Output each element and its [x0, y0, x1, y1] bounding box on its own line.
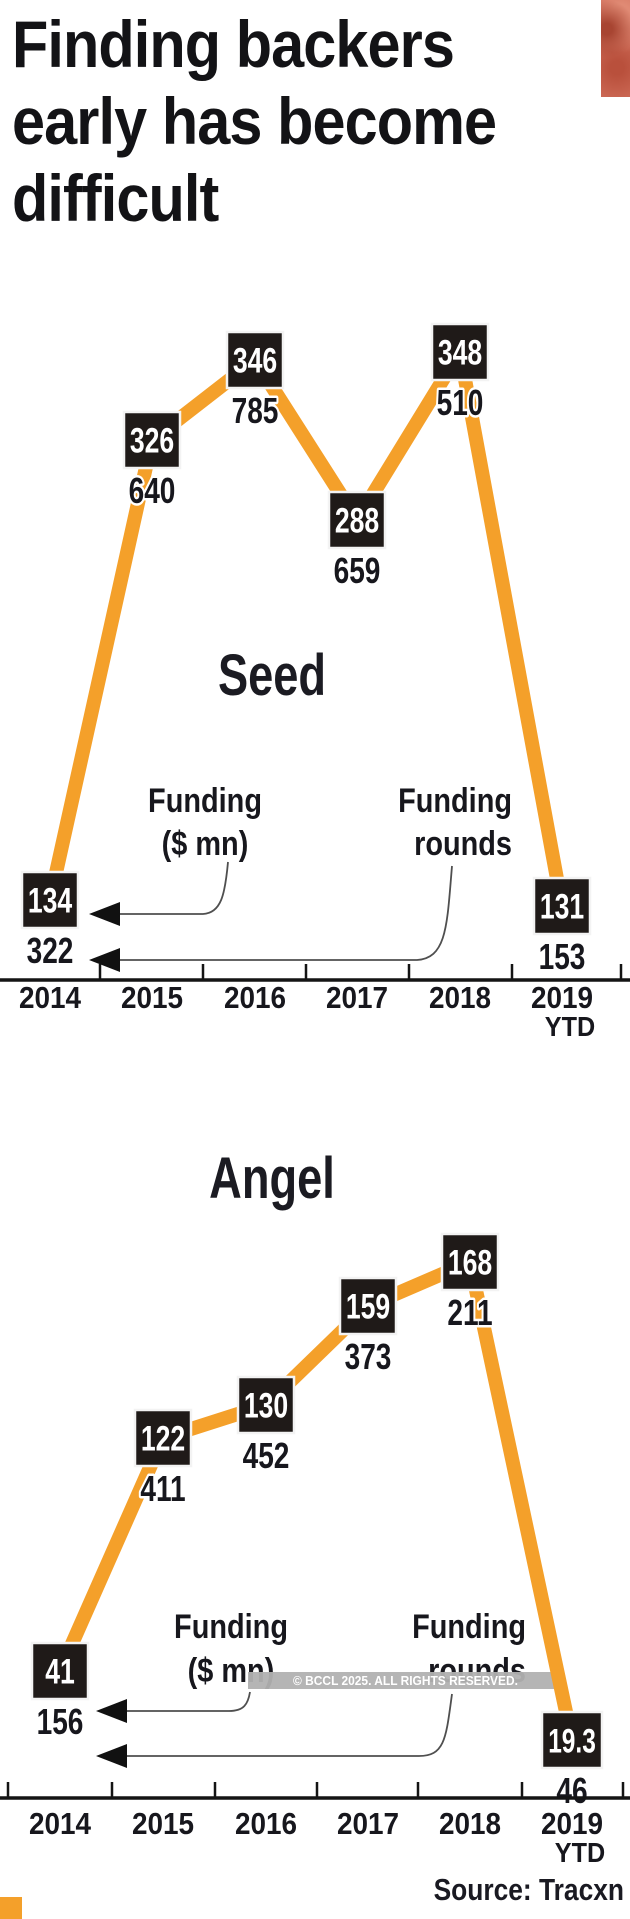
rounds-value: 46: [556, 1771, 587, 1811]
arrowhead-left-icon: [89, 948, 120, 972]
legend-funding-label: Funding: [148, 781, 262, 820]
funding-value: 134: [28, 881, 73, 920]
year-label: 2018: [439, 1807, 501, 1842]
rounds-value: 785: [232, 391, 279, 431]
rounds-arrow: [127, 1693, 453, 1757]
photo-thumbnail-corner: [601, 0, 630, 97]
legend-funding-label: ($ mn): [162, 824, 249, 863]
funding-value-box: [122, 410, 182, 470]
funding-value: 122: [141, 1419, 185, 1458]
title-line-3: difficult: [12, 161, 219, 235]
funding-value-box: [225, 330, 285, 390]
rounds-value: 452: [243, 1436, 290, 1476]
title-line-2: early has become: [12, 84, 497, 158]
year-label: 2015: [121, 981, 183, 1016]
arrowhead-left-icon: [96, 1744, 127, 1768]
year-label: 2017: [326, 981, 388, 1016]
funding-line: [53, 1252, 579, 1742]
rounds-value: 156: [37, 1702, 84, 1742]
source-credit: Source: Tracxn: [433, 1872, 624, 1907]
funding-value-box: [20, 870, 80, 930]
funding-arrow: [127, 1691, 251, 1712]
rounds-arrow: [120, 865, 453, 961]
rounds-value: 373: [345, 1337, 392, 1377]
year-label: 2014: [19, 981, 82, 1016]
year-label: 2014: [29, 1807, 92, 1842]
funding-value: 130: [244, 1386, 288, 1425]
funding-line: [43, 332, 569, 908]
watermark-band: [248, 1672, 563, 1689]
funding-value: 41: [45, 1652, 75, 1691]
funding-value-box: [440, 1232, 500, 1292]
funding-value-box: [30, 1641, 90, 1701]
title-line-1: Finding backers: [12, 7, 455, 81]
funding-value-box: [532, 876, 592, 936]
funding-value-box: [338, 1276, 398, 1336]
year-label: 2017: [337, 1807, 399, 1842]
funding-value-box: [236, 1375, 296, 1435]
chart-title: Angel: [209, 1147, 335, 1212]
legend-funding-label: Funding: [174, 1607, 288, 1646]
chart-seed: Funding ($ mn) Funding rounds 134 322 326 640 34…: [0, 322, 630, 1045]
ytd-label: YTD: [545, 1011, 595, 1043]
year-label: 2016: [224, 981, 286, 1016]
year-label: 2016: [235, 1807, 297, 1842]
rounds-value: 640: [129, 471, 176, 511]
funding-value: 19.3: [548, 1723, 596, 1761]
ytd-label: YTD: [555, 1837, 605, 1869]
funding-value-box: [133, 1408, 193, 1468]
chart-title: Seed: [218, 644, 326, 709]
year-label: 2019: [531, 981, 593, 1016]
legend-rounds-label: rounds: [414, 824, 512, 863]
arrowhead-left-icon: [96, 1699, 127, 1723]
funding-value: 346: [233, 341, 277, 380]
funding-value: 168: [448, 1243, 492, 1282]
orange-corner-mark: [0, 1897, 22, 1919]
year-label: 2018: [429, 981, 491, 1016]
funding-value: 159: [346, 1287, 390, 1326]
legend-rounds-label: Funding: [412, 1607, 526, 1646]
funding-value: 288: [335, 501, 379, 540]
arrowhead-left-icon: [89, 902, 120, 926]
funding-value: 131: [540, 887, 584, 926]
funding-value-box: [327, 490, 387, 550]
year-label: 2015: [132, 1807, 194, 1842]
rounds-value: 322: [27, 931, 74, 971]
funding-arrow: [120, 861, 229, 915]
year-label: 2019: [541, 1807, 603, 1842]
rounds-value: 659: [334, 551, 381, 591]
funding-value: 348: [438, 333, 482, 372]
rounds-value: 411: [140, 1469, 185, 1509]
rounds-value: 510: [437, 383, 484, 423]
funding-value: 326: [130, 421, 174, 460]
rounds-value: 211: [447, 1293, 492, 1333]
page-title: Finding backers early has become difficu…: [12, 6, 497, 237]
watermark-text: © BCCL 2025. ALL RIGHTS RESERVED.: [293, 1674, 518, 1689]
funding-value-box: [430, 322, 490, 382]
rounds-value: 153: [539, 937, 586, 977]
legend-rounds-label: Funding: [398, 781, 512, 820]
funding-value-box: [540, 1710, 604, 1770]
